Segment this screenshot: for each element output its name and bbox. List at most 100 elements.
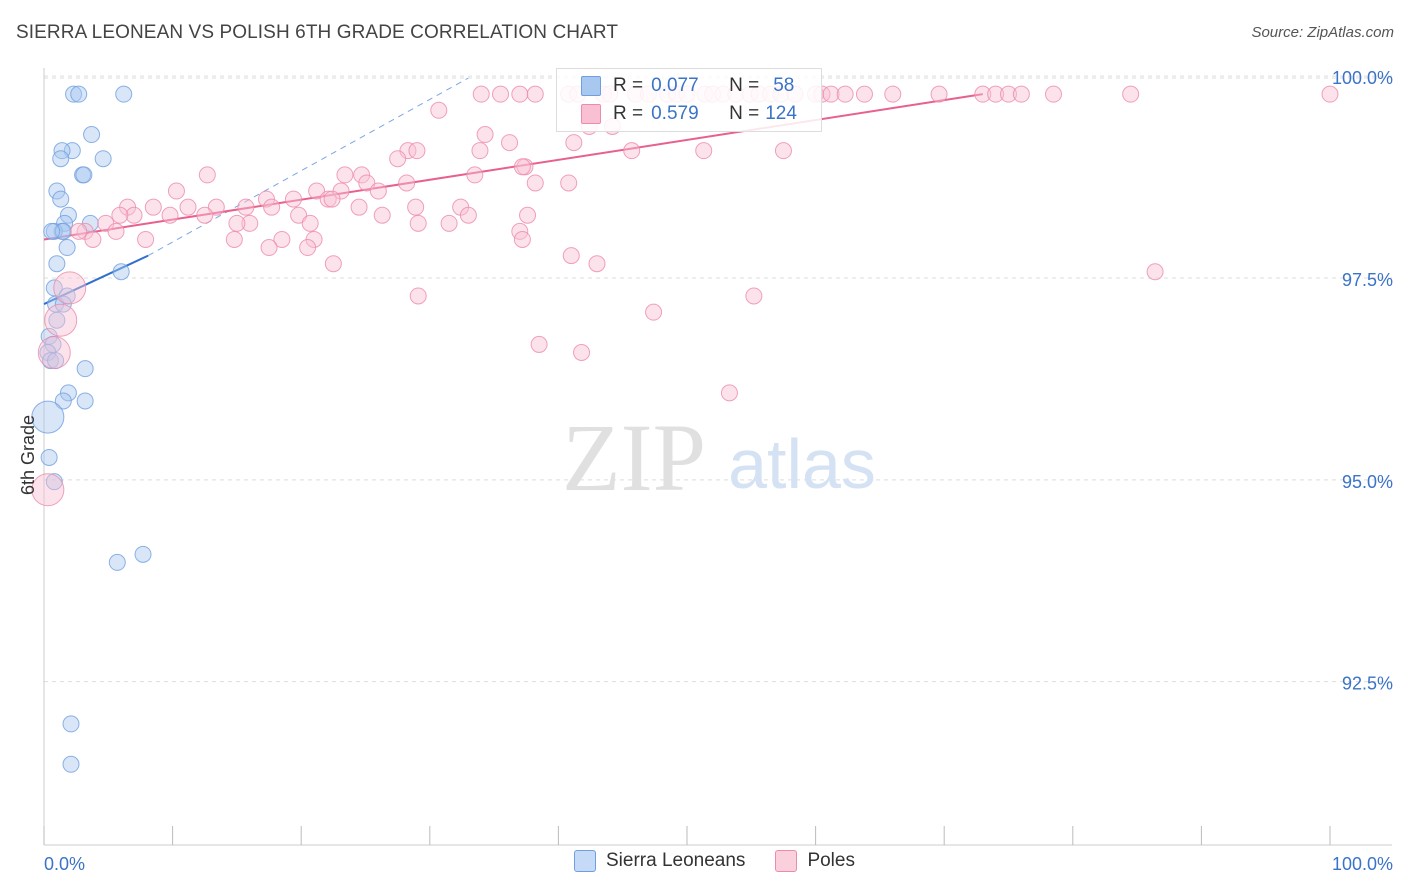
point-pole [284,190,302,208]
y-tick-label: 92.5% [1342,674,1393,694]
point-pole [336,166,354,184]
point-pole [137,230,155,248]
point-sierra-leonean [70,85,88,103]
point-pole [987,85,1005,103]
point-pole [695,142,713,160]
r-label: R = [613,103,644,124]
point-pole [260,239,278,257]
point-pole [492,85,510,103]
point-sierra-leonean [48,311,66,329]
point-pole [196,206,214,224]
point-pole [560,174,578,192]
point-sierra-leonean [94,150,112,168]
point-pole [884,85,902,103]
point-pole [855,85,873,103]
point-pole [930,85,948,103]
point-pole [440,214,458,232]
r-label: R = [613,75,644,96]
point-pole [263,198,281,216]
legend-item-poles[interactable]: Poles [775,850,855,872]
point-pole [301,214,319,232]
point-pole [324,255,342,273]
point-sierra-leonean [76,360,94,378]
point-pole [323,190,341,208]
y-tick-label: 95.0% [1342,472,1393,492]
point-sierra-leonean [48,255,66,273]
point-pole [511,85,529,103]
point-pole [207,198,225,216]
point-pole [1122,85,1140,103]
stats-swatch-blue [581,76,601,96]
point-pole [167,182,185,200]
watermark-zip: ZIP [562,404,706,511]
point-pole [476,126,494,144]
y-tick-label: 100.0% [1332,68,1393,88]
point-pole [526,174,544,192]
point-sierra-leonean [59,206,77,224]
point-sierra-leonean [83,126,101,144]
legend-label: Poles [807,850,855,871]
point-pole [408,142,426,160]
point-sierra-leonean [65,85,83,103]
stats-row-sierra-leoneans: R = 0.077 N = 58 [581,73,794,99]
point-pole [225,230,243,248]
n-value: 124 [765,103,797,124]
point-sierra-leonean [115,85,133,103]
point-pole [513,230,531,248]
point-pole [513,158,531,176]
trend-line-poles [43,93,983,241]
point-pole [623,142,641,160]
point-sierra-leonean [62,755,80,773]
y-tick-label: 97.5% [1342,270,1393,290]
legend-item-sierra-leoneans[interactable]: Sierra Leoneans [574,850,745,872]
point-pole [308,182,326,200]
point-pole [353,166,371,184]
point-pole [1012,85,1030,103]
point-sierra-leonean [62,715,80,733]
point-pole [319,190,337,208]
point-pole [1045,85,1063,103]
point-pole [645,303,663,321]
point-pole [241,214,259,232]
point-pole [44,303,78,337]
legend: Sierra Leoneans Poles [574,850,855,872]
point-pole [107,222,125,240]
point-sierra-leonean [40,448,58,466]
point-pole [407,198,425,216]
point-pole [565,134,583,152]
r-value: 0.077 [651,75,699,96]
point-sierra-leonean [31,400,65,434]
axes [43,68,1392,846]
point-pole [84,230,102,248]
point-sierra-leonean [41,352,59,370]
point-pole [237,198,255,216]
point-pole [774,142,792,160]
point-pole [373,206,391,224]
point-pole [409,214,427,232]
point-sierra-leonean [134,545,152,563]
watermark-atlas: atlas [728,425,876,503]
point-sierra-leonean [54,392,72,410]
point-pole [144,198,162,216]
point-pole [974,85,992,103]
point-pole [273,230,291,248]
point-sierra-leonean [52,150,70,168]
point-pole [836,85,854,103]
n-label: N = [729,75,760,96]
point-pole [70,222,88,240]
point-pole [430,101,448,119]
point-sierra-leonean [81,214,99,232]
point-pole [1321,85,1339,103]
point-pole [530,335,548,353]
point-pole [1000,85,1017,103]
point-sierra-leonean [108,553,126,571]
point-pole [389,150,407,168]
point-pole [161,206,179,224]
point-sierra-leonean [58,239,76,257]
point-sierra-leonean [43,222,61,240]
stats-row-poles: R = 0.579 N = 124 [581,101,797,127]
point-pole [526,85,544,103]
point-sierra-leonean [112,263,130,281]
point-pole [358,174,376,192]
